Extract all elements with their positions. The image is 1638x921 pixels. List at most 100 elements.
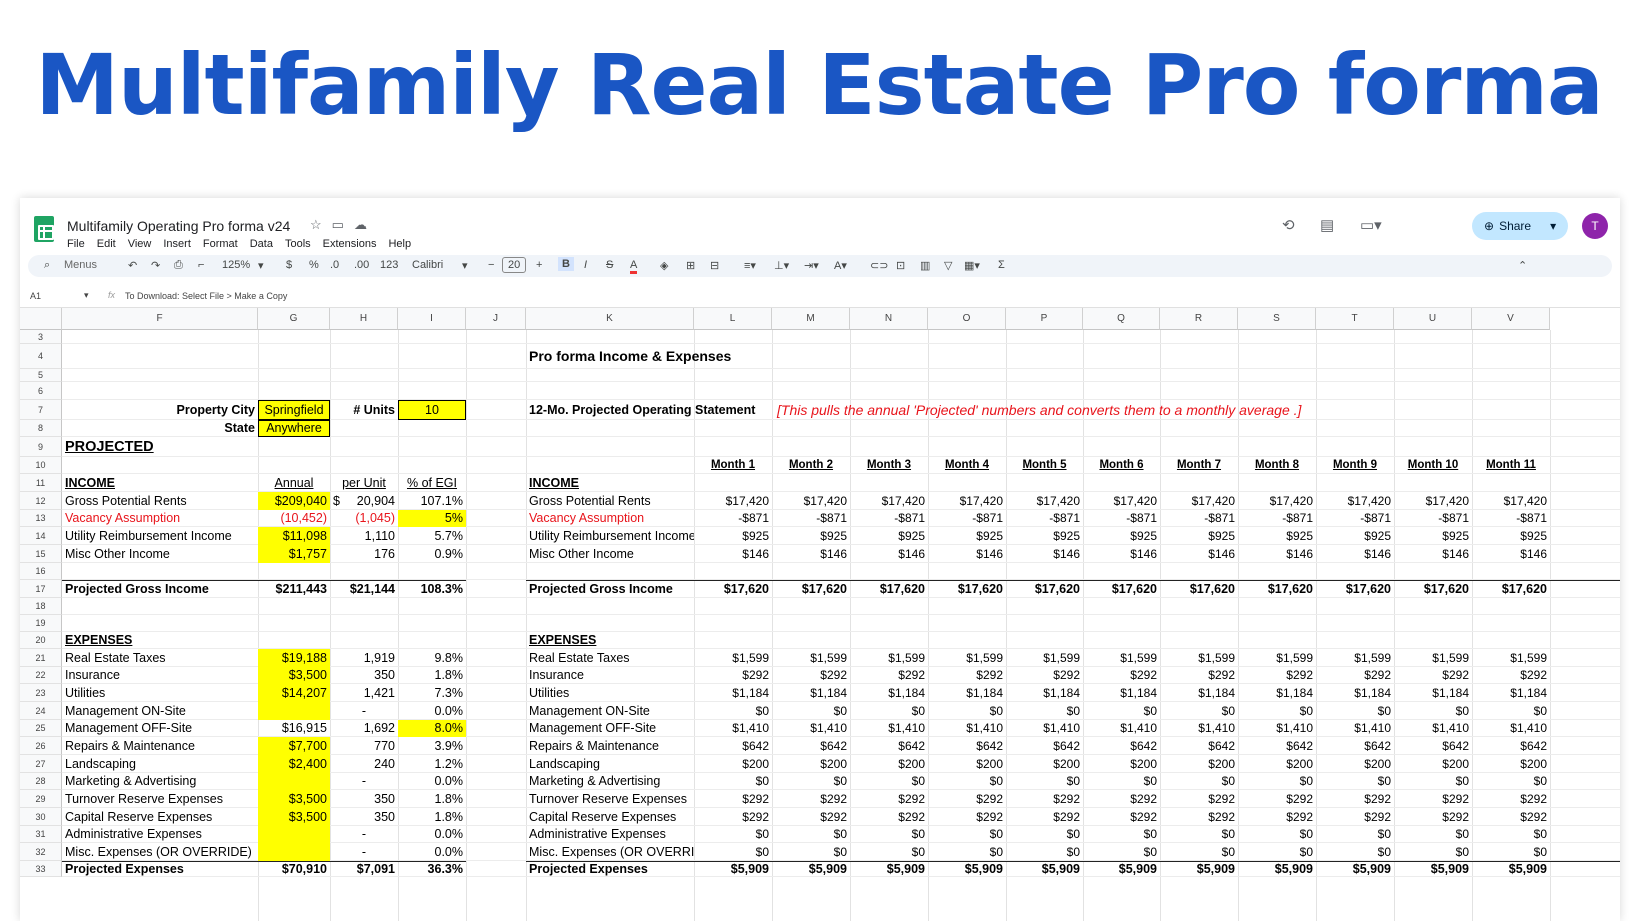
income-monthly-value[interactable]: $146 bbox=[976, 547, 1003, 561]
expense-label-monthly[interactable]: Turnover Reserve Expenses bbox=[529, 792, 687, 806]
expense-annual[interactable]: $19,188 bbox=[258, 649, 330, 667]
row-header-23[interactable]: 23 bbox=[20, 684, 62, 702]
income-monthly-value[interactable]: $17,420 bbox=[1036, 494, 1080, 508]
expense-monthly-value[interactable]: $200 bbox=[742, 757, 769, 771]
expense-label[interactable]: Administrative Expenses bbox=[65, 827, 202, 841]
print-icon[interactable]: ⎙ bbox=[174, 259, 183, 271]
row-header-22[interactable]: 22 bbox=[20, 667, 62, 684]
expense-annual[interactable]: $16,915 bbox=[281, 721, 327, 735]
income-monthly-value[interactable]: -$871 bbox=[1049, 511, 1080, 525]
expense-monthly-value[interactable]: $0 bbox=[1221, 845, 1235, 859]
expense-monthly-value[interactable]: $1,184 bbox=[1432, 686, 1469, 700]
column-header-k[interactable]: K bbox=[526, 308, 694, 330]
expense-pct[interactable]: 1.2% bbox=[434, 757, 464, 771]
income-label[interactable]: Misc Other Income bbox=[65, 547, 170, 561]
expense-monthly-value[interactable]: $1,599 bbox=[1354, 651, 1391, 665]
column-header-p[interactable]: P bbox=[1006, 308, 1083, 330]
expense-label[interactable]: Capital Reserve Expenses bbox=[65, 810, 213, 824]
income-label-monthly[interactable]: Vacancy Assumption bbox=[529, 511, 645, 525]
increase-decimal-button[interactable]: .00 bbox=[354, 259, 370, 271]
column-header-g[interactable]: G bbox=[258, 308, 330, 330]
income-monthly-value[interactable]: -$871 bbox=[816, 511, 847, 525]
expense-annual[interactable]: $3,500 bbox=[258, 667, 330, 684]
menu-data[interactable]: Data bbox=[249, 238, 273, 250]
income-monthly-value[interactable]: $146 bbox=[898, 547, 925, 561]
projected-gross-income-monthly[interactable]: $17,620 bbox=[723, 582, 769, 596]
row-header-29[interactable]: 29 bbox=[20, 790, 62, 808]
menus-search-input[interactable]: Menus bbox=[64, 259, 98, 271]
income-monthly-value[interactable]: -$871 bbox=[1516, 511, 1547, 525]
expense-monthly-value[interactable]: $0 bbox=[755, 704, 769, 718]
projected-expenses-monthly[interactable]: $5,909 bbox=[730, 862, 769, 876]
column-header-u[interactable]: U bbox=[1394, 308, 1472, 330]
expense-monthly-value[interactable]: $1,184 bbox=[966, 686, 1003, 700]
row-header-27[interactable]: 27 bbox=[20, 755, 62, 773]
expense-pct[interactable]: 7.3% bbox=[434, 686, 464, 700]
font-select[interactable]: Calibri bbox=[412, 259, 444, 271]
expense-monthly-value[interactable]: $1,599 bbox=[1120, 651, 1157, 665]
income-monthly-value[interactable]: -$871 bbox=[738, 511, 769, 525]
expense-pct[interactable]: 9.8% bbox=[434, 651, 464, 665]
expense-monthly-value[interactable]: $1,599 bbox=[1276, 651, 1313, 665]
expense-monthly-value[interactable]: $642 bbox=[1364, 739, 1391, 753]
projected-expenses-monthly[interactable]: $5,909 bbox=[1118, 862, 1157, 876]
expense-monthly-value[interactable]: $292 bbox=[1442, 668, 1469, 682]
expense-monthly-value[interactable]: $292 bbox=[898, 668, 925, 682]
expense-per-unit[interactable]: - bbox=[361, 845, 367, 859]
expense-monthly-value[interactable]: $292 bbox=[1364, 792, 1391, 806]
income-per-unit[interactable]: 20,904 bbox=[356, 494, 395, 508]
expense-monthly-value[interactable]: $0 bbox=[833, 774, 847, 788]
expense-label[interactable]: Insurance bbox=[65, 668, 120, 682]
expense-pct[interactable]: 0.0% bbox=[434, 774, 464, 788]
projected-gross-income-monthly[interactable]: $17,620 bbox=[1501, 582, 1547, 596]
row-header-19[interactable]: 19 bbox=[20, 615, 62, 632]
projected-expenses-monthly[interactable]: $5,909 bbox=[1508, 862, 1547, 876]
row-header-11[interactable]: 11 bbox=[20, 474, 62, 492]
expense-monthly-value[interactable]: $0 bbox=[1066, 704, 1080, 718]
increase-font-size-icon[interactable]: + bbox=[536, 259, 543, 271]
row-header-20[interactable]: 20 bbox=[20, 632, 62, 649]
expense-monthly-value[interactable]: $0 bbox=[1221, 827, 1235, 841]
expense-monthly-value[interactable]: $0 bbox=[833, 845, 847, 859]
expense-monthly-value[interactable]: $1,184 bbox=[1120, 686, 1157, 700]
expense-monthly-value[interactable]: $1,410 bbox=[1276, 721, 1313, 735]
expense-monthly-value[interactable]: $0 bbox=[833, 827, 847, 841]
row-header-7[interactable]: 7 bbox=[20, 400, 62, 420]
move-folder-icon[interactable]: ▭ bbox=[331, 217, 344, 232]
row-header-3[interactable]: 3 bbox=[20, 330, 62, 344]
month-header[interactable]: Month 9 bbox=[1332, 459, 1378, 471]
expense-monthly-value[interactable]: $0 bbox=[755, 827, 769, 841]
expense-monthly-value[interactable]: $292 bbox=[1520, 792, 1547, 806]
income-monthly-value[interactable]: $146 bbox=[1520, 547, 1547, 561]
expense-monthly-value[interactable]: $0 bbox=[755, 774, 769, 788]
income-heading-monthly[interactable]: INCOME bbox=[529, 476, 579, 490]
projected-heading[interactable]: PROJECTED bbox=[65, 439, 154, 455]
income-monthly-value[interactable]: $17,420 bbox=[803, 494, 847, 508]
income-monthly-value[interactable]: -$871 bbox=[1360, 511, 1391, 525]
income-monthly-value[interactable]: -$871 bbox=[1204, 511, 1235, 525]
projected-expenses-per-unit[interactable]: $7,091 bbox=[356, 862, 395, 876]
expense-monthly-value[interactable]: $1,184 bbox=[1510, 686, 1547, 700]
income-monthly-value[interactable]: $925 bbox=[1208, 529, 1235, 543]
income-monthly-value[interactable]: $146 bbox=[1442, 547, 1469, 561]
expense-monthly-value[interactable]: $292 bbox=[1442, 810, 1469, 824]
expense-annual[interactable]: $2,400 bbox=[258, 755, 330, 773]
expense-annual[interactable] bbox=[258, 702, 330, 720]
units-value[interactable]: 10 bbox=[398, 400, 466, 420]
property-city-value[interactable]: Springfield bbox=[258, 400, 330, 420]
expense-per-unit[interactable]: 770 bbox=[374, 739, 395, 753]
expense-monthly-value[interactable]: $0 bbox=[911, 774, 925, 788]
month-header[interactable]: Month 11 bbox=[1486, 459, 1536, 471]
projected-expenses-pct[interactable]: 36.3% bbox=[427, 862, 463, 876]
income-label-monthly[interactable]: Utility Reimbursement Income bbox=[529, 529, 694, 543]
row-header-18[interactable]: 18 bbox=[20, 598, 62, 615]
month-header[interactable]: Month 8 bbox=[1254, 459, 1300, 471]
projected-gross-income-monthly[interactable]: $17,620 bbox=[1189, 582, 1235, 596]
column-header-i[interactable]: I bbox=[398, 308, 466, 330]
row-header-32[interactable]: 32 bbox=[20, 843, 62, 861]
expense-label-monthly[interactable]: Landscaping bbox=[529, 757, 600, 771]
redo-icon[interactable]: ↷ bbox=[151, 260, 161, 272]
income-pct[interactable]: 0.9% bbox=[434, 547, 464, 561]
chevron-down-icon[interactable]: ▾ bbox=[1550, 219, 1557, 233]
expense-monthly-value[interactable]: $0 bbox=[1455, 827, 1469, 841]
